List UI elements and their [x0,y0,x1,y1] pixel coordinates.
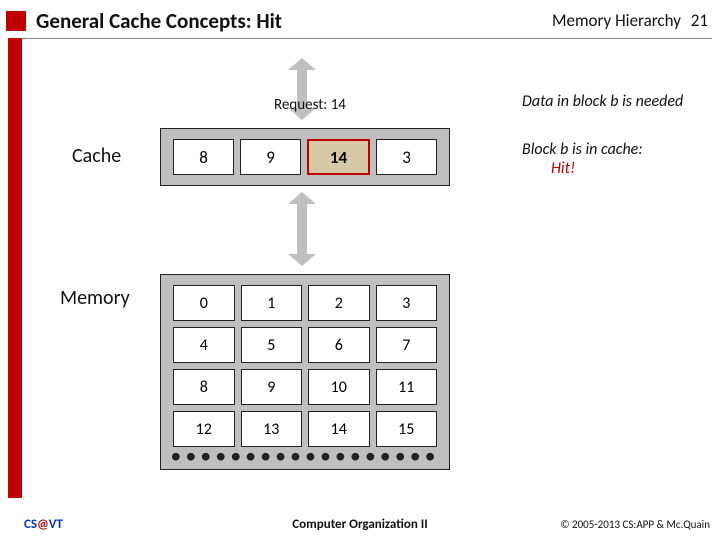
memory-cell: 7 [376,327,438,363]
memory-cell: 6 [308,327,370,363]
slide: General Cache Concepts: Hit Memory Hiera… [0,0,720,540]
request-label: Request: 14 [274,96,346,114]
title-underline [22,38,712,39]
memory-cell: 4 [173,327,235,363]
left-accent-bar [8,38,22,498]
topic-text: Memory Hierarchy [552,10,681,31]
cache-row: 8 9 14 3 [173,139,437,175]
cache-cell: 9 [240,139,301,175]
cache-cell: 8 [173,139,234,175]
memory-cell: 11 [376,369,438,405]
memory-cell: 10 [308,369,370,405]
memory-cell: 8 [173,369,235,405]
topic-label: Memory Hierarchy 21 [552,10,708,31]
arrow-cache-to-memory-icon [288,192,316,266]
memory-label: Memory [60,286,130,310]
cache-box: 8 9 14 3 [160,128,450,186]
cache-cell: 3 [376,139,437,175]
annotation-hit: Block b is in cache: Hit! [522,140,643,178]
page-number: 21 [691,10,708,31]
cache-cell-hit: 14 [307,139,370,175]
memory-grid: 0 1 2 3 4 5 6 7 8 9 10 11 12 13 14 15 [173,285,437,447]
footer: Computer Organization II CS@VT © 2005-20… [0,517,720,532]
memory-cell: 9 [241,369,303,405]
annotation-hit-word: Hit! [551,159,575,178]
memory-cell: 2 [308,285,370,321]
annotation-hit-line1: Block b is in cache: [522,140,643,159]
memory-box: 0 1 2 3 4 5 6 7 8 9 10 11 12 13 14 15 ••… [160,274,450,470]
memory-cell: 3 [376,285,438,321]
slide-title: General Cache Concepts: Hit [36,8,282,34]
memory-cell: 1 [241,285,303,321]
memory-cell: 0 [173,285,235,321]
annotation-needed: Data in block b is needed [522,92,683,111]
title-bullet-icon [6,11,26,31]
memory-cell: 5 [241,327,303,363]
memory-ellipsis: •••••••••••••••••• [161,449,449,463]
cache-label: Cache [72,144,121,168]
footer-center: Computer Organization II [0,517,720,532]
